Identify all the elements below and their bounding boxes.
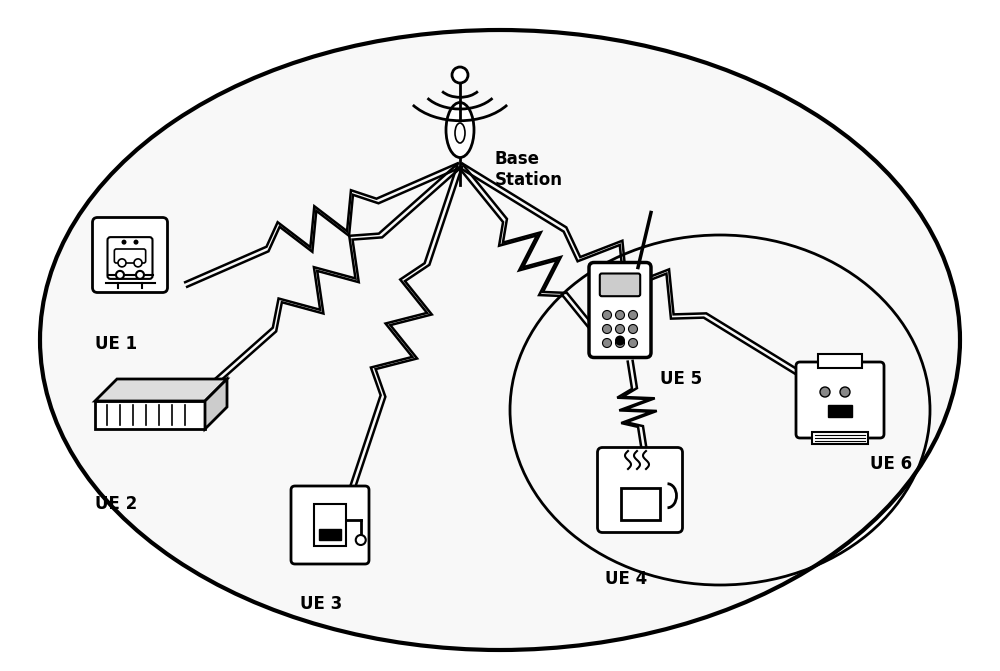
Circle shape (452, 67, 468, 83)
Bar (812, 432, 868, 444)
Circle shape (616, 338, 624, 348)
Text: Base
Station: Base Station (495, 150, 563, 189)
Circle shape (122, 240, 126, 245)
Circle shape (616, 325, 624, 333)
Circle shape (840, 387, 850, 397)
Circle shape (629, 338, 638, 348)
Text: UE 5: UE 5 (660, 370, 702, 388)
Circle shape (602, 311, 612, 319)
Bar (620, 488, 660, 519)
FancyBboxPatch shape (796, 362, 884, 438)
FancyBboxPatch shape (589, 262, 651, 358)
FancyBboxPatch shape (114, 249, 146, 263)
Bar (314, 504, 346, 546)
Bar (319, 529, 341, 539)
Text: UE 4: UE 4 (605, 570, 647, 588)
Circle shape (134, 240, 138, 245)
FancyBboxPatch shape (92, 217, 168, 293)
Bar (828, 405, 852, 417)
FancyBboxPatch shape (108, 237, 152, 279)
Circle shape (118, 259, 126, 267)
Text: UE 2: UE 2 (95, 495, 137, 513)
FancyBboxPatch shape (598, 448, 682, 533)
Circle shape (602, 338, 612, 348)
FancyBboxPatch shape (600, 274, 640, 296)
Circle shape (602, 325, 612, 333)
Circle shape (820, 387, 830, 397)
Circle shape (616, 311, 624, 319)
Ellipse shape (40, 30, 960, 650)
Polygon shape (95, 401, 205, 429)
Ellipse shape (455, 123, 465, 143)
Polygon shape (205, 379, 227, 429)
Circle shape (136, 271, 144, 279)
Ellipse shape (446, 103, 474, 158)
Circle shape (134, 259, 142, 267)
Text: UE 1: UE 1 (95, 335, 137, 353)
Text: UE 3: UE 3 (300, 595, 342, 613)
Circle shape (356, 535, 366, 545)
Bar (818, 354, 862, 368)
Circle shape (629, 325, 638, 333)
Circle shape (116, 271, 124, 279)
Circle shape (615, 336, 625, 346)
Circle shape (629, 311, 638, 319)
Polygon shape (95, 379, 227, 401)
Text: UE 6: UE 6 (870, 455, 912, 473)
FancyBboxPatch shape (291, 486, 369, 564)
